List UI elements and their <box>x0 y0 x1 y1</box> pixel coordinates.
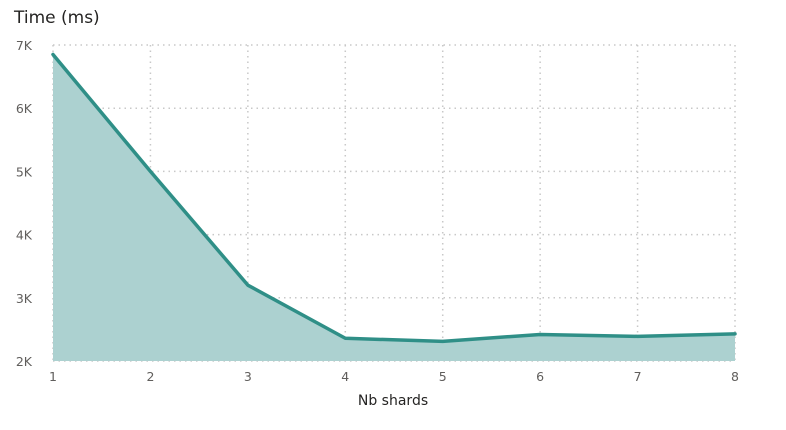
x-tick-label: 8 <box>731 369 739 384</box>
x-tick-label: 1 <box>49 369 57 384</box>
y-tick-label: 4K <box>16 228 33 243</box>
x-tick-label: 7 <box>634 369 642 384</box>
y-tick-label: 5K <box>16 164 33 179</box>
x-tick-label: 3 <box>244 369 252 384</box>
chart-title: Time (ms) <box>13 8 100 28</box>
x-tick-label: 6 <box>536 369 544 384</box>
x-axis-label: Nb shards <box>358 393 428 409</box>
y-tick-label: 3K <box>16 291 33 306</box>
y-tick-label: 7K <box>16 38 33 53</box>
series-area <box>53 54 735 361</box>
x-tick-label: 5 <box>439 369 447 384</box>
y-tick-label: 2K <box>16 354 33 369</box>
y-axis-ticks: 2K 3K 4K 5K 6K 7K <box>16 38 33 369</box>
area-layer <box>53 54 735 361</box>
x-tick-label: 2 <box>146 369 154 384</box>
x-axis-ticks: 1 2 3 4 5 6 7 8 <box>49 369 739 384</box>
y-tick-label: 6K <box>16 101 33 116</box>
x-tick-label: 4 <box>341 369 349 384</box>
